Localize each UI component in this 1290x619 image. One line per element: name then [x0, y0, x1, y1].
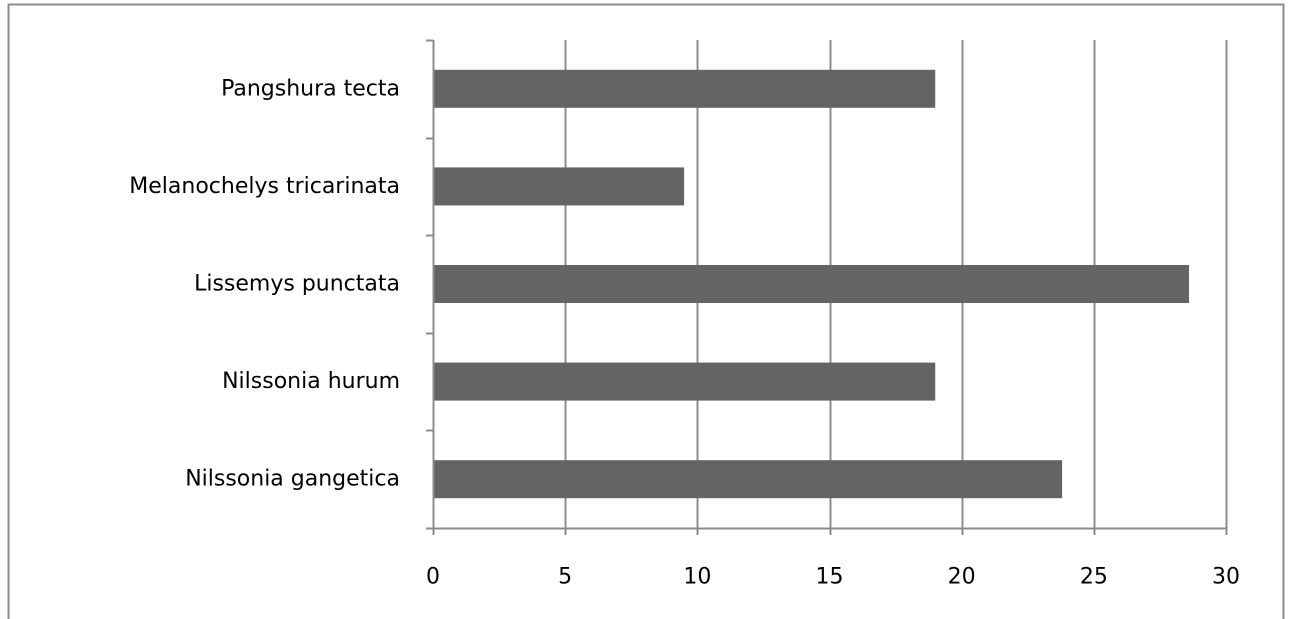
- category-label: Melanochelys tricarinata: [129, 174, 400, 199]
- axes: [426, 39, 1228, 535]
- bar-nilssonia-hurum: [434, 362, 936, 401]
- x-tick-label: 5: [558, 565, 572, 590]
- bar-melanochelys-tricarinata: [434, 167, 685, 206]
- x-tick-label: 25: [1080, 565, 1108, 590]
- category-label: Nilssonia hurum: [222, 369, 400, 394]
- x-tick-label: 10: [683, 565, 711, 590]
- x-tick-label: 15: [816, 565, 844, 590]
- category-label: Lissemys punctata: [194, 272, 400, 297]
- x-tick-label: 20: [948, 565, 976, 590]
- bars: [434, 69, 1189, 499]
- x-tick-label: 30: [1212, 565, 1240, 590]
- bar-lissemys-punctata: [434, 265, 1189, 303]
- bar-pangshura-tecta: [434, 69, 936, 108]
- x-tick-label: 0: [426, 565, 440, 590]
- x-tick-labels: 0 5 10 15 20 25 30: [426, 565, 1240, 590]
- category-labels: Pangshura tecta Melanochelys tricarinata L…: [129, 76, 400, 491]
- bar-nilssonia-gangetica: [434, 460, 1063, 499]
- category-label: Pangshura tecta: [221, 76, 400, 101]
- category-label: Nilssonia gangetica: [185, 467, 400, 492]
